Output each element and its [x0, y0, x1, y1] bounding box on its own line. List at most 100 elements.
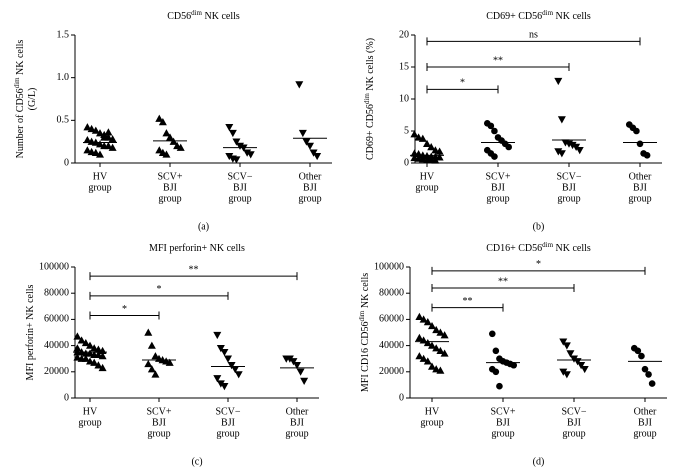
superscript: dim — [542, 9, 553, 17]
dot — [487, 122, 495, 130]
dot — [568, 141, 577, 150]
dot — [566, 350, 575, 358]
dot — [83, 135, 92, 144]
chart-title: CD56dim NK cells — [167, 9, 240, 23]
dot — [645, 371, 652, 378]
dot — [213, 331, 222, 340]
x-tick-label: BJI — [290, 417, 304, 428]
dot — [96, 150, 104, 158]
y-axis-label: MFI perforin+ NK cells — [25, 284, 36, 380]
dot — [562, 342, 571, 350]
dot — [427, 143, 436, 151]
dot — [432, 325, 441, 334]
dot — [108, 135, 117, 143]
dot — [638, 352, 645, 360]
superscript: dim — [542, 241, 553, 249]
dot — [491, 153, 498, 160]
dot — [234, 371, 243, 379]
dot — [557, 150, 566, 158]
dot — [636, 140, 644, 148]
x-tick-label: group — [562, 428, 585, 439]
y-axis-label: Number of CD56dim NK cells — [13, 40, 27, 159]
dot — [410, 130, 419, 138]
panel: CD56dim NK cells Number of CD56dim NK cel… — [13, 9, 332, 232]
text-run: CD69+ CD56 — [365, 104, 376, 160]
x-tick-label: Other — [299, 171, 322, 182]
dot — [96, 140, 104, 148]
y-axis-label: MFI CD16 CD56dim NK cells — [358, 273, 372, 392]
dot — [440, 331, 449, 339]
dot — [162, 150, 171, 158]
dot — [81, 338, 90, 347]
x-tick-label: BJI — [152, 417, 166, 428]
x-tick-label: BJI — [638, 417, 652, 428]
panel-label: (d) — [533, 456, 545, 467]
dot — [575, 147, 584, 155]
dot — [147, 341, 156, 349]
dot — [554, 148, 563, 156]
dot — [641, 365, 649, 373]
x-tick-label: group — [628, 193, 651, 204]
dot — [225, 123, 234, 132]
dot — [246, 151, 255, 159]
x-tick-label: SCV− — [561, 406, 586, 417]
y-tick-label: 1.0 — [57, 72, 70, 83]
dot — [151, 352, 160, 360]
y-tick-label: 60000 — [379, 314, 404, 325]
y-tick-label: 10 — [399, 93, 409, 104]
significance-label: * — [122, 304, 127, 315]
significance-label: ** — [463, 296, 473, 307]
dot — [559, 368, 568, 376]
significance-label: * — [460, 78, 465, 89]
y-axis-label: CD69+ CD56dim NK cells (%) — [363, 38, 377, 160]
y-tick-label: 0 — [399, 392, 404, 403]
dot — [220, 383, 229, 391]
dot — [562, 371, 571, 379]
dot — [104, 128, 113, 136]
x-tick-label: BJI — [562, 182, 576, 193]
dot — [491, 127, 498, 135]
superscript: dim — [358, 310, 366, 321]
y-tick-label: 0 — [64, 157, 69, 168]
x-tick-label: Other — [286, 406, 309, 417]
dot — [227, 362, 236, 370]
x-tick-label: HV — [420, 171, 435, 182]
dot — [577, 362, 586, 370]
dot — [176, 143, 185, 151]
y-tick-label: 40000 — [44, 340, 69, 351]
dot — [98, 352, 107, 360]
dot — [232, 156, 241, 164]
dot — [295, 81, 304, 89]
dot — [94, 361, 103, 369]
text-run: MFI perforin+ NK cells — [25, 284, 36, 380]
dot — [432, 344, 441, 352]
x-tick-label: BJI — [221, 417, 235, 428]
text-run: NK cells — [15, 40, 26, 78]
text-run: NK cells (%) — [365, 38, 376, 93]
x-tick-label: group — [420, 417, 443, 428]
y-tick-label: 0.5 — [57, 115, 70, 126]
dot — [91, 148, 100, 156]
y-tick-label: 0 — [404, 157, 409, 168]
x-tick-label: group — [88, 182, 111, 193]
y-tick-label: 20 — [399, 29, 409, 40]
text-run: (G/L) — [27, 88, 38, 111]
dot — [510, 361, 518, 369]
x-tick-label: BJI — [567, 417, 581, 428]
x-tick-label: group — [216, 428, 239, 439]
dot — [436, 346, 445, 355]
y-tick-label: 15 — [399, 61, 409, 72]
dot — [162, 129, 171, 137]
x-tick-label: group — [228, 193, 251, 204]
chart-title: CD16+ CD56dim NK cells — [486, 241, 591, 255]
dot — [436, 366, 445, 374]
panel-label: (a) — [198, 221, 209, 232]
significance-label: ** — [493, 55, 503, 66]
dot — [496, 382, 503, 390]
x-tick-label: group — [486, 193, 509, 204]
superscript: dim — [13, 77, 21, 88]
dot — [98, 363, 107, 372]
dot — [87, 124, 96, 133]
significance-label: * — [157, 284, 162, 295]
